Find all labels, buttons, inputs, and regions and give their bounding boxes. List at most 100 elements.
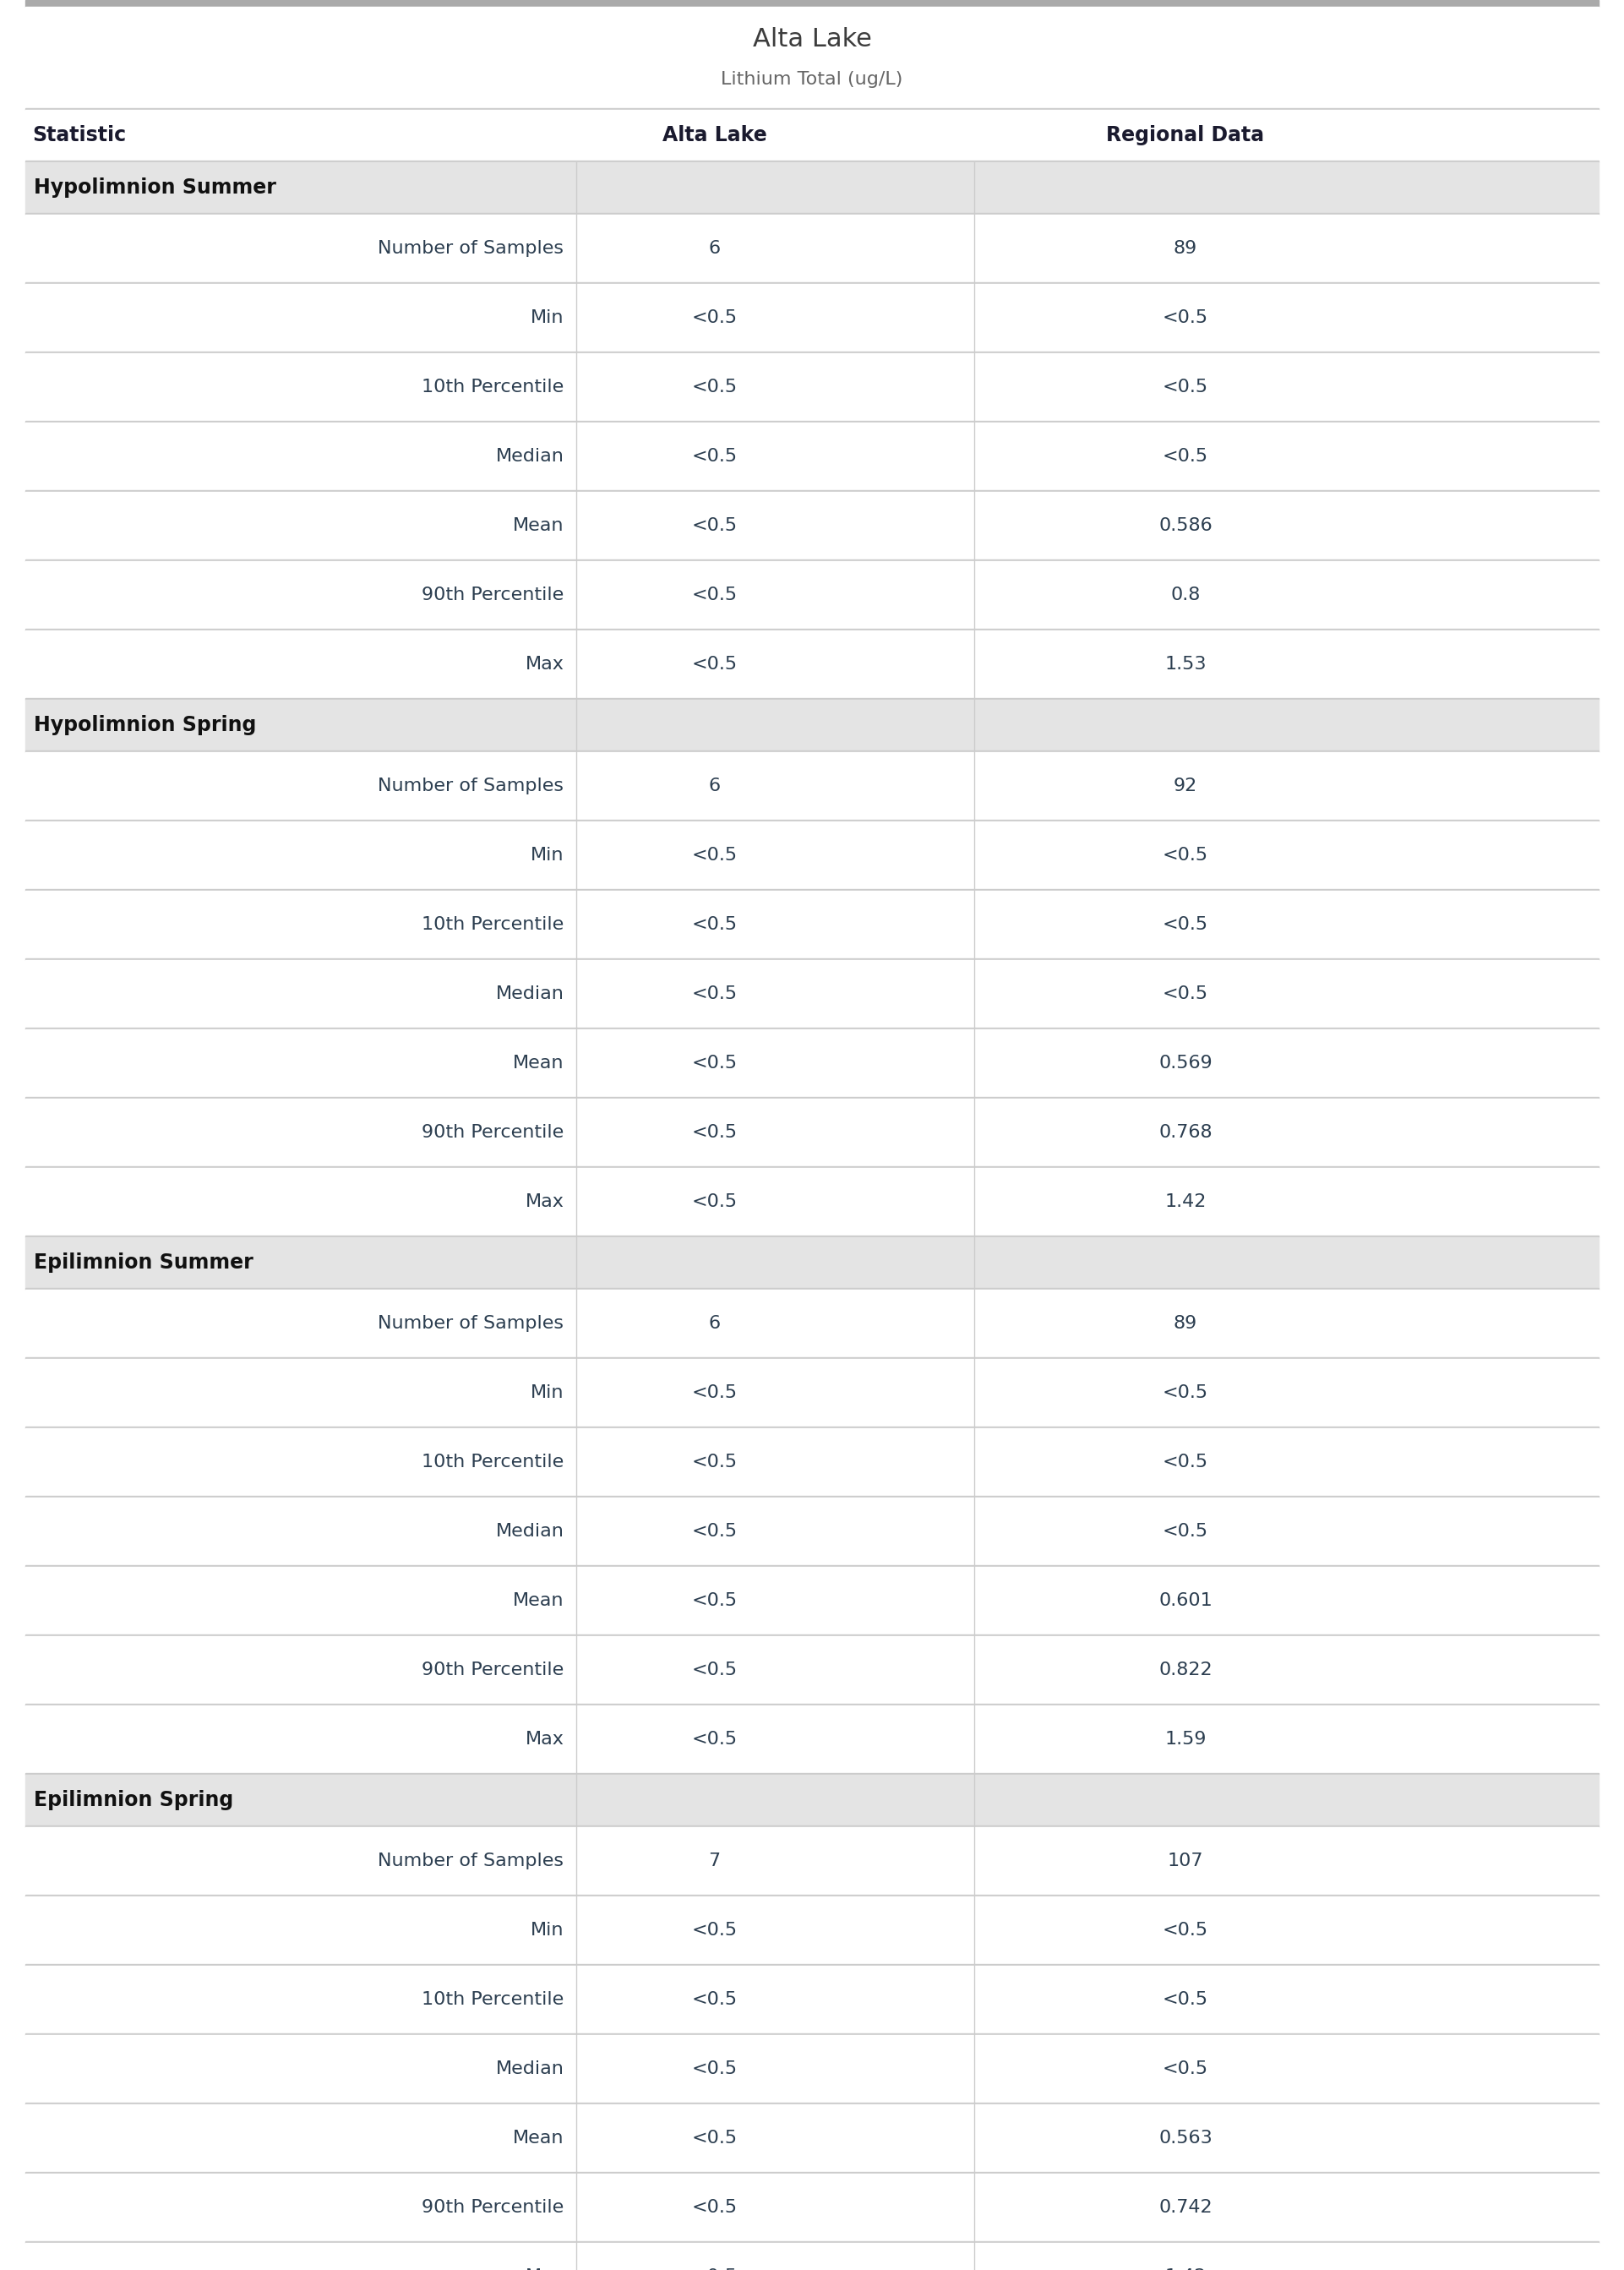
Text: 90th Percentile: 90th Percentile: [422, 2200, 564, 2216]
Text: Statistic: Statistic: [32, 125, 127, 145]
Text: 10th Percentile: 10th Percentile: [422, 1453, 564, 1471]
Text: Alta Lake: Alta Lake: [663, 125, 767, 145]
Text: <0.5: <0.5: [692, 2061, 737, 2077]
Text: Mean: Mean: [513, 1056, 564, 1071]
Text: Number of Samples: Number of Samples: [378, 241, 564, 257]
Bar: [26, 1289, 1598, 1357]
Text: 90th Percentile: 90th Percentile: [422, 586, 564, 604]
Bar: [26, 1237, 1598, 1287]
Text: Mean: Mean: [513, 518, 564, 533]
Bar: [26, 2243, 1598, 2270]
Text: Regional Data: Regional Data: [1106, 125, 1265, 145]
Bar: [26, 1775, 1598, 1825]
Text: <0.5: <0.5: [692, 1194, 737, 1210]
Text: <0.5: <0.5: [692, 1591, 737, 1609]
Text: <0.5: <0.5: [692, 447, 737, 465]
Text: 0.768: 0.768: [1158, 1124, 1213, 1142]
Text: <0.5: <0.5: [1163, 1923, 1208, 1939]
Text: <0.5: <0.5: [692, 1730, 737, 1748]
Bar: [26, 1099, 1598, 1167]
Bar: [26, 751, 1598, 819]
Text: <0.5: <0.5: [692, 1124, 737, 1142]
Text: 6: 6: [708, 1314, 721, 1332]
Text: Number of Samples: Number of Samples: [378, 1314, 564, 1332]
Text: 89: 89: [1174, 241, 1197, 257]
Bar: [26, 822, 1598, 890]
Text: 1.59: 1.59: [1164, 1730, 1207, 1748]
Text: Number of Samples: Number of Samples: [378, 779, 564, 794]
Text: 0.742: 0.742: [1158, 2200, 1213, 2216]
Text: <0.5: <0.5: [692, 917, 737, 933]
Text: Median: Median: [495, 2061, 564, 2077]
Bar: [26, 2175, 1598, 2240]
Text: 1.53: 1.53: [1164, 656, 1207, 672]
Text: Min: Min: [531, 1385, 564, 1401]
Text: Median: Median: [495, 1523, 564, 1539]
Text: 10th Percentile: 10th Percentile: [422, 379, 564, 395]
Bar: [26, 284, 1598, 352]
Text: 10th Percentile: 10th Percentile: [422, 1991, 564, 2009]
Bar: [26, 161, 1598, 213]
Bar: [26, 1637, 1598, 1705]
Bar: [26, 0, 1598, 7]
Bar: [26, 1827, 1598, 1895]
Bar: [26, 1895, 1598, 1964]
Text: Mean: Mean: [513, 1591, 564, 1609]
Text: Hypolimnion Summer: Hypolimnion Summer: [34, 177, 276, 197]
Text: Min: Min: [531, 1923, 564, 1939]
Bar: [26, 1169, 1598, 1235]
Text: <0.5: <0.5: [1163, 309, 1208, 327]
Text: <0.5: <0.5: [1163, 447, 1208, 465]
Text: <0.5: <0.5: [692, 1991, 737, 2009]
Bar: [26, 1705, 1598, 1773]
Text: <0.5: <0.5: [692, 656, 737, 672]
Bar: [26, 7, 1598, 109]
Bar: [26, 109, 1598, 161]
Text: Max: Max: [525, 1194, 564, 1210]
Text: <0.5: <0.5: [692, 1923, 737, 1939]
Text: <0.5: <0.5: [1163, 379, 1208, 395]
Bar: [26, 1428, 1598, 1496]
Text: 6: 6: [708, 241, 721, 257]
Text: Max: Max: [525, 656, 564, 672]
Bar: [26, 960, 1598, 1028]
Text: <0.5: <0.5: [692, 1523, 737, 1539]
Text: Alta Lake: Alta Lake: [752, 27, 872, 52]
Bar: [26, 1498, 1598, 1566]
Text: 1.42: 1.42: [1164, 1194, 1207, 1210]
Text: <0.5: <0.5: [692, 1662, 737, 1678]
Text: Max: Max: [525, 1730, 564, 1748]
Text: <0.5: <0.5: [692, 1385, 737, 1401]
Bar: [26, 890, 1598, 958]
Text: <0.5: <0.5: [692, 309, 737, 327]
Text: <0.5: <0.5: [692, 1056, 737, 1071]
Bar: [26, 2036, 1598, 2102]
Bar: [26, 2104, 1598, 2172]
Text: 7: 7: [708, 1852, 721, 1870]
Text: <0.5: <0.5: [1163, 1385, 1208, 1401]
Text: <0.5: <0.5: [1163, 917, 1208, 933]
Text: <0.5: <0.5: [1163, 1453, 1208, 1471]
Text: 89: 89: [1174, 1314, 1197, 1332]
Text: 90th Percentile: 90th Percentile: [422, 1124, 564, 1142]
Bar: [26, 699, 1598, 751]
Text: <0.5: <0.5: [692, 2200, 737, 2216]
Text: Lithium Total (ug/L): Lithium Total (ug/L): [721, 70, 903, 89]
Text: <0.5: <0.5: [1163, 847, 1208, 863]
Text: Hypolimnion Spring: Hypolimnion Spring: [34, 715, 257, 735]
Text: <0.5: <0.5: [692, 847, 737, 863]
Text: 10th Percentile: 10th Percentile: [422, 917, 564, 933]
Text: 107: 107: [1168, 1852, 1203, 1870]
Text: <0.5: <0.5: [1163, 1523, 1208, 1539]
Text: 92: 92: [1174, 779, 1197, 794]
Text: 0.586: 0.586: [1158, 518, 1213, 533]
Text: <0.5: <0.5: [692, 2129, 737, 2147]
Text: <0.5: <0.5: [692, 985, 737, 1003]
Text: <0.5: <0.5: [692, 1453, 737, 1471]
Bar: [26, 422, 1598, 490]
Bar: [26, 354, 1598, 420]
Text: Median: Median: [495, 447, 564, 465]
Bar: [26, 216, 1598, 281]
Text: <0.5: <0.5: [692, 586, 737, 604]
Text: Mean: Mean: [513, 2129, 564, 2147]
